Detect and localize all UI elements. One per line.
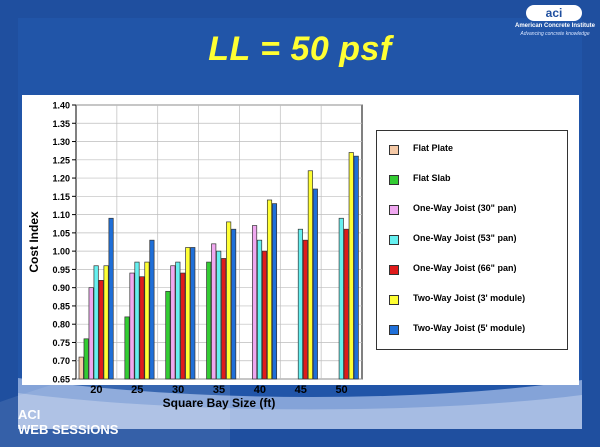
aci-logo: aci American Concrete Institute Advancin… xyxy=(512,4,598,42)
x-tick-label: 30 xyxy=(172,384,184,396)
legend-swatch xyxy=(389,325,399,335)
legend-label: One-Way Joist (30" pan) xyxy=(413,203,517,213)
bar-one-way-joist-30-pan--35 xyxy=(211,243,217,380)
legend-label: Flat Slab xyxy=(413,173,451,183)
bar-two-way-joist-5-module--30 xyxy=(190,247,196,380)
x-axis-label: Square Bay Size (ft) xyxy=(163,396,276,410)
x-tick-label: 20 xyxy=(90,384,102,396)
bar-one-way-joist-53-pan--50 xyxy=(338,217,344,380)
bar-one-way-joist-53-pan--35 xyxy=(216,250,222,380)
bar-one-way-joist-30-pan--25 xyxy=(129,272,135,380)
bar-one-way-joist-66-pan--50 xyxy=(343,228,349,380)
aci-logo-mark: aci xyxy=(526,5,582,21)
legend-swatch xyxy=(389,265,399,275)
bar-two-way-joist-5-module--40 xyxy=(271,203,278,380)
bar-one-way-joist-30-pan--30 xyxy=(170,265,176,380)
legend-label: Two-Way Joist (3' module) xyxy=(413,293,526,303)
bar-two-way-joist-5-module--45 xyxy=(312,188,318,380)
y-tick-label: 1.30 xyxy=(52,137,70,147)
x-tick-label: 35 xyxy=(213,384,225,396)
chart-legend: Flat Plate Flat Slab One-Way Joist (30" pa… xyxy=(376,130,568,350)
bar-one-way-joist-53-pan--40 xyxy=(257,239,263,380)
bar-one-way-joist-53-pan--20 xyxy=(93,265,99,380)
y-tick-label: 1.05 xyxy=(52,228,70,238)
bar-two-way-joist-3-module--40 xyxy=(266,199,273,380)
bar-one-way-joist-53-pan--45 xyxy=(297,228,303,380)
bar-one-way-joist-53-pan--25 xyxy=(134,261,140,380)
bar-flat-plate-20 xyxy=(78,356,84,380)
slide-title: LL = 50 psf xyxy=(208,30,392,68)
y-tick-label: 0.90 xyxy=(52,283,70,293)
y-tick-label: 1.15 xyxy=(52,192,70,202)
bar-two-way-joist-3-module--50 xyxy=(348,152,354,380)
x-tick-label: 50 xyxy=(335,384,347,396)
bar-two-way-joist-5-module--50 xyxy=(353,155,359,380)
y-tick-label: 1.25 xyxy=(52,155,70,165)
y-tick-label: 0.70 xyxy=(52,356,70,366)
legend-swatch xyxy=(389,145,399,155)
y-tick-label: 1.10 xyxy=(52,210,70,220)
bar-one-way-joist-66-pan--35 xyxy=(221,258,227,380)
bar-two-way-joist-3-module--30 xyxy=(185,247,191,380)
x-tick-label: 45 xyxy=(295,384,307,396)
brand-line1: ACI xyxy=(18,407,41,422)
y-tick-label: 0.75 xyxy=(52,338,70,348)
legend-swatch xyxy=(389,235,399,245)
bar-one-way-joist-53-pan--30 xyxy=(175,261,181,380)
bar-one-way-joist-66-pan--45 xyxy=(302,239,308,380)
bar-flat-slab-25 xyxy=(124,316,130,380)
aci-logo-line1: American Concrete Institute xyxy=(514,23,596,29)
bar-two-way-joist-3-module--35 xyxy=(226,221,232,380)
y-tick-label: 0.85 xyxy=(52,301,70,311)
y-tick-label: 0.95 xyxy=(52,265,70,275)
y-tick-label: 1.40 xyxy=(52,101,70,111)
bar-flat-slab-30 xyxy=(165,290,171,380)
y-tick-label: 1.35 xyxy=(52,119,70,129)
legend-swatch xyxy=(389,205,399,215)
y-tick-label: 1.00 xyxy=(52,247,70,257)
legend-label: One-Way Joist (66" pan) xyxy=(413,263,517,273)
bar-two-way-joist-5-module--25 xyxy=(149,239,155,380)
bar-one-way-joist-66-pan--25 xyxy=(139,276,145,380)
legend-label: Flat Plate xyxy=(413,143,454,153)
y-tick-label: 0.65 xyxy=(52,375,70,385)
legend-label: Two-Way Joist (5' module) xyxy=(413,323,526,333)
bar-flat-slab-20 xyxy=(83,338,89,380)
bar-two-way-joist-3-module--25 xyxy=(144,261,150,380)
bar-one-way-joist-30-pan--20 xyxy=(88,287,94,380)
y-tick-label: 1.20 xyxy=(52,174,70,184)
bar-one-way-joist-66-pan--30 xyxy=(180,272,186,380)
aci-web-sessions-brand: ACI WEB SESSIONS xyxy=(18,407,118,437)
bar-one-way-joist-30-pan--40 xyxy=(252,225,258,380)
legend-swatch xyxy=(389,295,399,305)
bar-two-way-joist-3-module--45 xyxy=(307,170,313,380)
y-axis-label: Cost Index xyxy=(27,211,41,273)
bar-two-way-joist-5-module--35 xyxy=(231,228,237,380)
x-tick-label: 40 xyxy=(254,384,266,396)
bar-one-way-joist-66-pan--20 xyxy=(98,280,104,380)
x-tick-label: 25 xyxy=(131,384,143,396)
legend-swatch xyxy=(389,175,399,185)
legend-label: One-Way Joist (53" pan) xyxy=(413,233,517,243)
y-tick-label: 0.80 xyxy=(52,320,70,330)
bar-flat-slab-35 xyxy=(206,261,212,380)
bar-two-way-joist-3-module--20 xyxy=(103,265,109,380)
brand-line2: WEB SESSIONS xyxy=(18,422,119,437)
aci-logo-line2: Advancing concrete knowledge xyxy=(520,31,590,37)
bar-two-way-joist-5-module--20 xyxy=(108,217,114,380)
bar-one-way-joist-66-pan--40 xyxy=(261,250,268,380)
